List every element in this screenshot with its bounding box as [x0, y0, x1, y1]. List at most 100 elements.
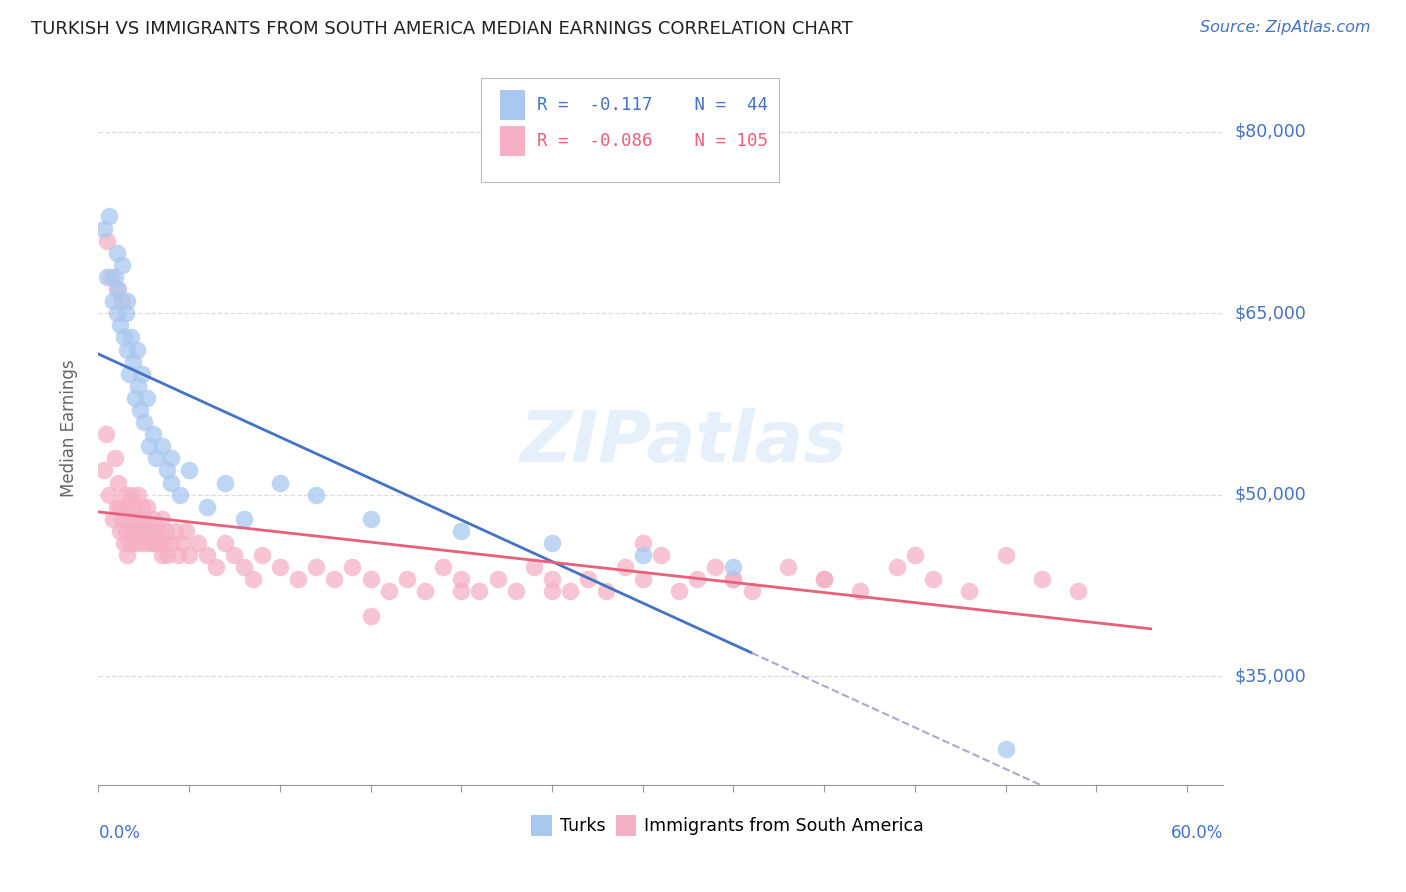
Point	[169, 488, 191, 502]
Point	[269, 475, 291, 490]
Point	[886, 560, 908, 574]
Point	[232, 512, 254, 526]
Point	[142, 536, 165, 550]
Point	[112, 536, 135, 550]
Point	[150, 512, 173, 526]
Text: $80,000: $80,000	[1234, 123, 1306, 141]
Point	[1067, 584, 1090, 599]
Point	[148, 524, 170, 538]
Point	[101, 294, 124, 309]
Point	[114, 488, 136, 502]
Point	[904, 548, 927, 562]
Point	[114, 524, 136, 538]
Point	[287, 572, 309, 586]
Point	[105, 282, 128, 296]
Y-axis label: Median Earnings: Median Earnings	[59, 359, 77, 497]
Point	[104, 270, 127, 285]
Text: ZIPatlas: ZIPatlas	[520, 408, 846, 477]
Point	[377, 584, 399, 599]
Point	[114, 306, 136, 320]
Point	[269, 560, 291, 574]
Text: TURKISH VS IMMIGRANTS FROM SOUTH AMERICA MEDIAN EARNINGS CORRELATION CHART: TURKISH VS IMMIGRANTS FROM SOUTH AMERICA…	[31, 20, 852, 37]
Point	[118, 367, 141, 381]
Point	[145, 451, 167, 466]
Point	[214, 475, 236, 490]
Point	[468, 584, 491, 599]
Point	[139, 536, 162, 550]
Point	[120, 488, 142, 502]
Point	[558, 584, 581, 599]
Point	[957, 584, 980, 599]
Point	[150, 439, 173, 453]
Point	[105, 245, 128, 260]
Point	[98, 488, 121, 502]
Point	[174, 524, 197, 538]
Point	[187, 536, 209, 550]
Point	[93, 221, 115, 235]
Point	[505, 584, 527, 599]
Point	[813, 572, 835, 586]
Point	[179, 463, 201, 477]
Point	[170, 536, 193, 550]
Point	[250, 548, 273, 562]
Point	[108, 318, 131, 333]
Point	[152, 536, 174, 550]
Text: Immigrants from South America: Immigrants from South America	[644, 817, 924, 835]
Point	[156, 548, 179, 562]
Point	[167, 548, 190, 562]
Point	[195, 500, 218, 514]
Point	[149, 536, 172, 550]
Point	[214, 536, 236, 550]
Point	[686, 572, 709, 586]
Point	[142, 512, 165, 526]
Point	[101, 512, 124, 526]
Point	[150, 548, 173, 562]
Point	[541, 536, 564, 550]
Point	[117, 500, 139, 514]
FancyBboxPatch shape	[531, 815, 551, 837]
Text: Source: ZipAtlas.com: Source: ZipAtlas.com	[1201, 20, 1371, 35]
Point	[160, 536, 183, 550]
Point	[138, 524, 160, 538]
Text: Turks: Turks	[560, 817, 605, 835]
Point	[723, 572, 745, 586]
Point	[163, 524, 186, 538]
Point	[242, 572, 264, 586]
Point	[136, 391, 159, 405]
Point	[613, 560, 636, 574]
Point	[96, 270, 118, 285]
FancyBboxPatch shape	[501, 90, 524, 120]
Point	[120, 330, 142, 344]
Point	[104, 451, 127, 466]
Point	[111, 294, 134, 309]
Point	[111, 512, 134, 526]
Point	[136, 500, 159, 514]
Point	[360, 572, 382, 586]
Point	[129, 524, 152, 538]
Point	[994, 741, 1017, 756]
Point	[776, 560, 799, 574]
Point	[305, 560, 328, 574]
Point	[723, 560, 745, 574]
Text: R =  -0.086    N = 105: R = -0.086 N = 105	[537, 132, 768, 150]
Point	[132, 415, 155, 429]
Point	[668, 584, 690, 599]
Point	[105, 500, 128, 514]
Point	[122, 536, 145, 550]
Point	[179, 548, 201, 562]
Text: 60.0%: 60.0%	[1171, 824, 1223, 842]
Text: $35,000: $35,000	[1234, 667, 1306, 685]
Point	[117, 294, 139, 309]
Point	[224, 548, 246, 562]
Point	[450, 524, 472, 538]
FancyBboxPatch shape	[481, 78, 779, 182]
Point	[723, 572, 745, 586]
Point	[145, 536, 167, 550]
Point	[142, 427, 165, 442]
Point	[94, 427, 117, 442]
Point	[360, 512, 382, 526]
Point	[523, 560, 546, 574]
Text: $50,000: $50,000	[1234, 485, 1306, 504]
Point	[631, 548, 654, 562]
Point	[122, 354, 145, 368]
